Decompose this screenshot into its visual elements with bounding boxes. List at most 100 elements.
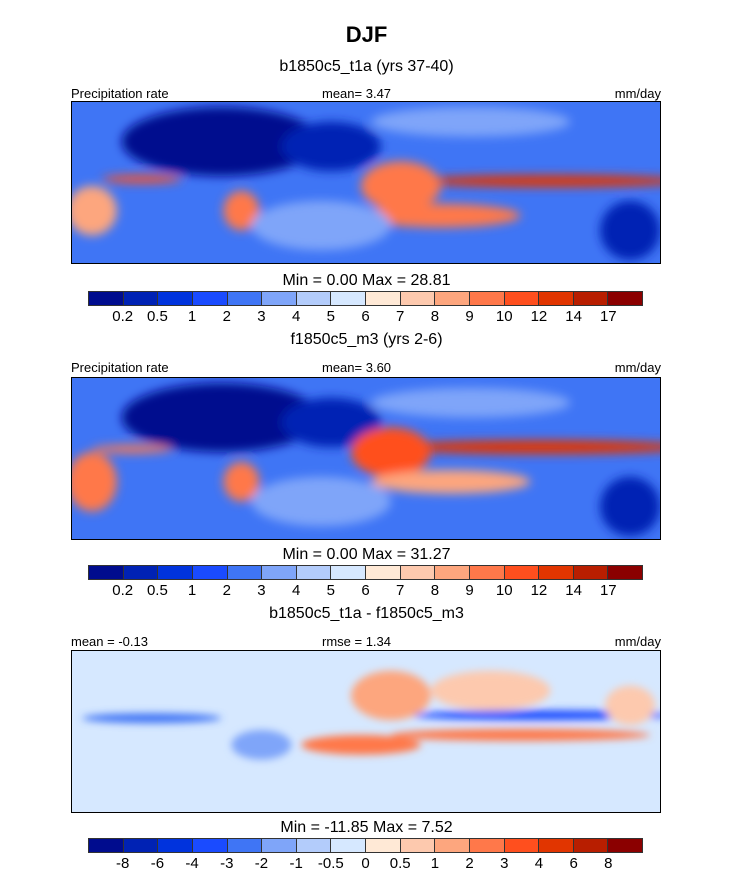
colorbar-swatch (469, 566, 505, 579)
colorbar-swatch (573, 566, 609, 579)
panel-3-colorbar-ticks: -8 -6 -4 -3 -2 -1 -0.5 0 0.5 1 2 3 4 6 8 (88, 855, 643, 873)
colorbar-swatch (608, 566, 642, 579)
colorbar-tick-label: -3 (220, 855, 234, 872)
panel-2-map (71, 377, 661, 540)
colorbar-swatch (296, 292, 332, 305)
colorbar-swatch (539, 292, 574, 305)
colorbar-tick-label: 0.2 (112, 582, 134, 599)
colorbar-swatch (123, 292, 159, 305)
colorbar-swatch (573, 839, 609, 852)
colorbar-swatch (435, 292, 470, 305)
colorbar-swatch (366, 292, 401, 305)
panel-1-map (71, 101, 661, 264)
panel-2-units: mm/day (614, 360, 661, 375)
colorbar-tick-label: 7 (396, 582, 405, 599)
colorbar-tick-label: 0 (361, 855, 370, 872)
panel-3-subtitle: b1850c5_t1a - f1850c5_m3 (269, 605, 464, 622)
panel-1-minmax: Min = 0.00 Max = 28.81 (282, 272, 451, 289)
panel-3-map (71, 650, 661, 813)
colorbar-swatch (89, 566, 124, 579)
colorbar-tick-label: -8 (116, 855, 130, 872)
colorbar-swatch (539, 839, 574, 852)
colorbar-tick-label: 3 (257, 308, 266, 325)
colorbar-swatch (608, 839, 642, 852)
colorbar-tick-label: 14 (565, 308, 582, 325)
panel-1-mean: mean= 3.47 (322, 86, 392, 101)
panel-3-minmax: Min = -11.85 Max = 7.52 (280, 819, 453, 836)
colorbar-swatch (366, 566, 401, 579)
colorbar-swatch (504, 566, 540, 579)
colorbar-tick-label: 6 (361, 308, 370, 325)
colorbar-swatch (296, 566, 332, 579)
colorbar-swatch (262, 839, 297, 852)
colorbar-swatch (227, 292, 263, 305)
colorbar-tick-label: -1 (289, 855, 303, 872)
colorbar-tick-label: 4 (534, 855, 544, 872)
colorbar-swatch (504, 839, 540, 852)
colorbar-swatch (504, 292, 540, 305)
colorbar-swatch (192, 566, 228, 579)
colorbar-swatch (469, 839, 505, 852)
colorbar-swatch (573, 292, 609, 305)
colorbar-tick-label: 6 (569, 855, 578, 872)
panel-1-subtitle: b1850c5_t1a (yrs 37-40) (279, 58, 454, 75)
colorbar-swatch (192, 292, 228, 305)
panel-1-colorbar (88, 291, 643, 306)
colorbar-swatch (400, 292, 436, 305)
colorbar-swatch (331, 566, 366, 579)
colorbar-swatch (435, 839, 470, 852)
panel-2-colorbar (88, 565, 643, 580)
colorbar-tick-label: 0.2 (112, 308, 134, 325)
colorbar-swatch (158, 566, 193, 579)
panel-2-colorbar-ticks: 0.2 0.5 1 2 3 4 5 6 7 8 9 10 12 14 17 (88, 582, 643, 600)
colorbar-swatch (123, 839, 159, 852)
colorbar-tick-label: 2 (222, 308, 231, 325)
panel-2-variable-label: Precipitation rate (71, 360, 169, 375)
panel-1-colorbar-ticks: 0.2 0.5 1 2 3 4 5 6 7 8 9 10 12 14 17 (88, 308, 643, 326)
colorbar-tick-label: 5 (326, 308, 335, 325)
colorbar-swatch (123, 566, 159, 579)
colorbar-swatch (227, 566, 263, 579)
colorbar-tick-label: 6 (361, 582, 370, 599)
colorbar-tick-label: 9 (465, 582, 474, 599)
colorbar-swatch (227, 839, 263, 852)
colorbar-swatch (400, 566, 436, 579)
colorbar-tick-label: 5 (326, 582, 335, 599)
colorbar-tick-label: 17 (599, 582, 617, 599)
colorbar-tick-label: 7 (396, 308, 405, 325)
panel-3-mean: mean = -0.13 (71, 634, 148, 649)
colorbar-tick-label: -2 (254, 855, 269, 872)
colorbar-tick-label: 0.5 (146, 582, 168, 599)
panel-1-units: mm/day (614, 86, 661, 101)
colorbar-tick-label: 3 (257, 582, 266, 599)
colorbar-tick-label: 12 (530, 582, 548, 599)
figure-title: DJF (345, 22, 388, 47)
colorbar-swatch (192, 839, 228, 852)
colorbar-tick-label: -6 (150, 855, 165, 872)
colorbar-tick-label: -4 (185, 855, 199, 872)
colorbar-swatch (262, 566, 297, 579)
panel-1-variable-label: Precipitation rate (71, 86, 169, 101)
colorbar-swatch (89, 292, 124, 305)
colorbar-swatch (608, 292, 642, 305)
colorbar-tick-label: 1 (187, 582, 197, 599)
colorbar-tick-label: 8 (430, 308, 440, 325)
colorbar-swatch (89, 839, 124, 852)
colorbar-tick-label: 17 (599, 308, 617, 325)
panel-3-rmse: rmse = 1.34 (322, 634, 392, 649)
colorbar-tick-label: 0.5 (389, 855, 411, 872)
colorbar-swatch (435, 566, 470, 579)
colorbar-swatch (262, 292, 297, 305)
colorbar-tick-label: 2 (222, 582, 231, 599)
colorbar-tick-label: 8 (430, 582, 440, 599)
colorbar-tick-label: 1 (430, 855, 440, 872)
panel-3-units: mm/day (614, 634, 661, 649)
colorbar-swatch (158, 839, 193, 852)
colorbar-tick-label: 0.5 (146, 308, 168, 325)
colorbar-tick-label: -0.5 (317, 855, 344, 872)
colorbar-tick-label: 1 (187, 308, 197, 325)
colorbar-tick-label: 4 (291, 308, 301, 325)
colorbar-swatch (400, 839, 436, 852)
colorbar-swatch (331, 839, 366, 852)
